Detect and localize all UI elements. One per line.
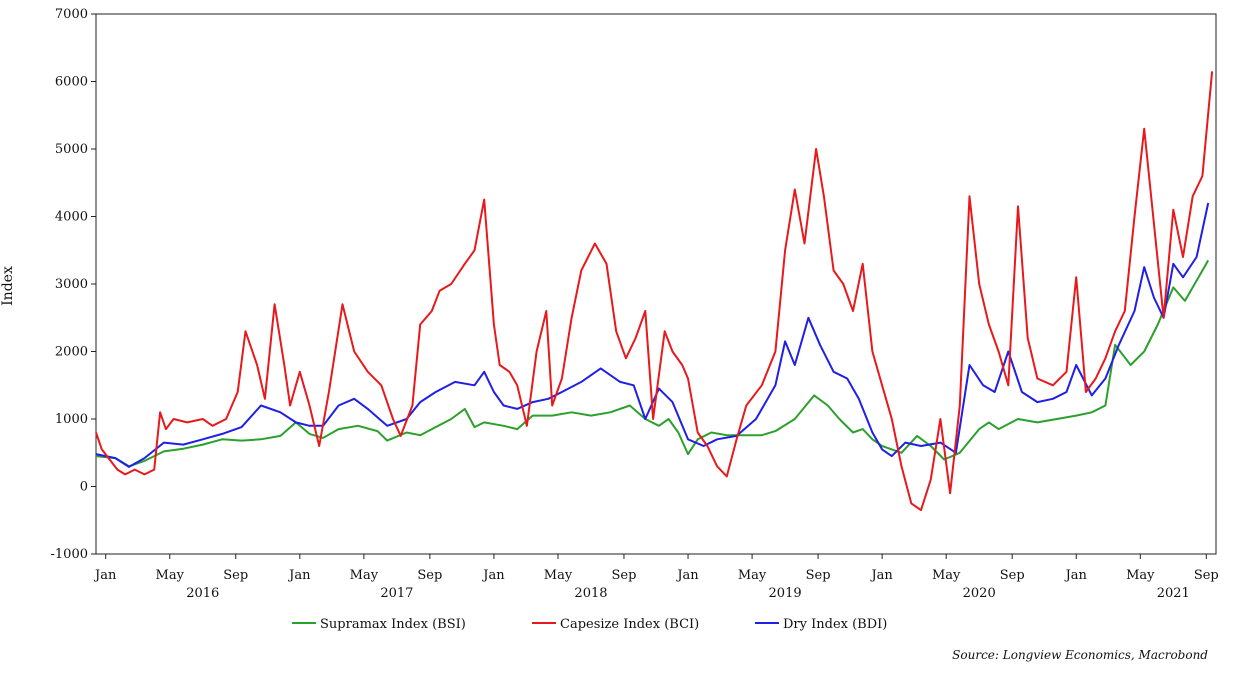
y-tick-label: 7000 [55,7,88,22]
x-tick-label: Jan [93,568,117,583]
x-tick-label: Jan [287,568,311,583]
plot-frame [95,13,1217,555]
x-year-label: 2019 [769,586,802,601]
y-axis: -1000 0 1000 2000 3000 4000 5000 6000 7000 [51,7,96,562]
x-tick-label: Jan [869,568,893,583]
y-tick-label: 6000 [55,75,88,90]
x-tick-label: Jan [481,568,505,583]
x-tick-label: May [156,568,185,583]
x-axis: Jan May Sep Jan May Sep Jan May Sep Jan May Sep Jan M… [93,554,1219,601]
x-tick-label: May [350,568,379,583]
x-tick-label: Sep [612,568,637,583]
x-year-label: 2017 [380,586,413,601]
y-tick-label: 2000 [55,345,88,360]
x-tick-label: May [1126,568,1155,583]
legend-label: Capesize Index (BCI) [560,617,699,632]
series-line-dry-index-bdi [95,202,1210,468]
y-axis-title: Index [0,266,16,306]
x-year-label: 2020 [963,586,996,601]
y-tick-label: -1000 [51,547,88,562]
x-tick-label: Jan [675,568,699,583]
x-tick-label: May [932,568,961,583]
x-year-label: 2021 [1157,586,1190,601]
series-group [95,71,1214,512]
x-tick-label: Sep [1194,568,1219,583]
x-tick-label: May [544,568,573,583]
x-tick-label: Jan [1064,568,1088,583]
x-year-label: 2018 [574,586,607,601]
series-line-supramax-index-bsi [95,259,1210,468]
legend: Supramax Index (BSI) Capesize Index (BCI)… [292,617,887,632]
x-tick-label: Sep [223,568,248,583]
x-tick-label: May [738,568,767,583]
y-tick-label: 4000 [55,210,88,225]
y-tick-label: 3000 [55,277,88,292]
series-line-capesize-index-bci [95,71,1214,512]
y-tick-label: 5000 [55,142,88,157]
x-tick-label: Sep [417,568,442,583]
y-tick-label: 0 [80,480,88,495]
y-tick-label: 1000 [55,412,88,427]
legend-label: Supramax Index (BSI) [320,617,466,632]
x-tick-label: Sep [806,568,831,583]
legend-label: Dry Index (BDI) [783,617,887,632]
source-note: Source: Longview Economics, Macrobond [952,648,1208,662]
x-year-label: 2016 [186,586,219,601]
x-tick-label: Sep [1000,568,1025,583]
